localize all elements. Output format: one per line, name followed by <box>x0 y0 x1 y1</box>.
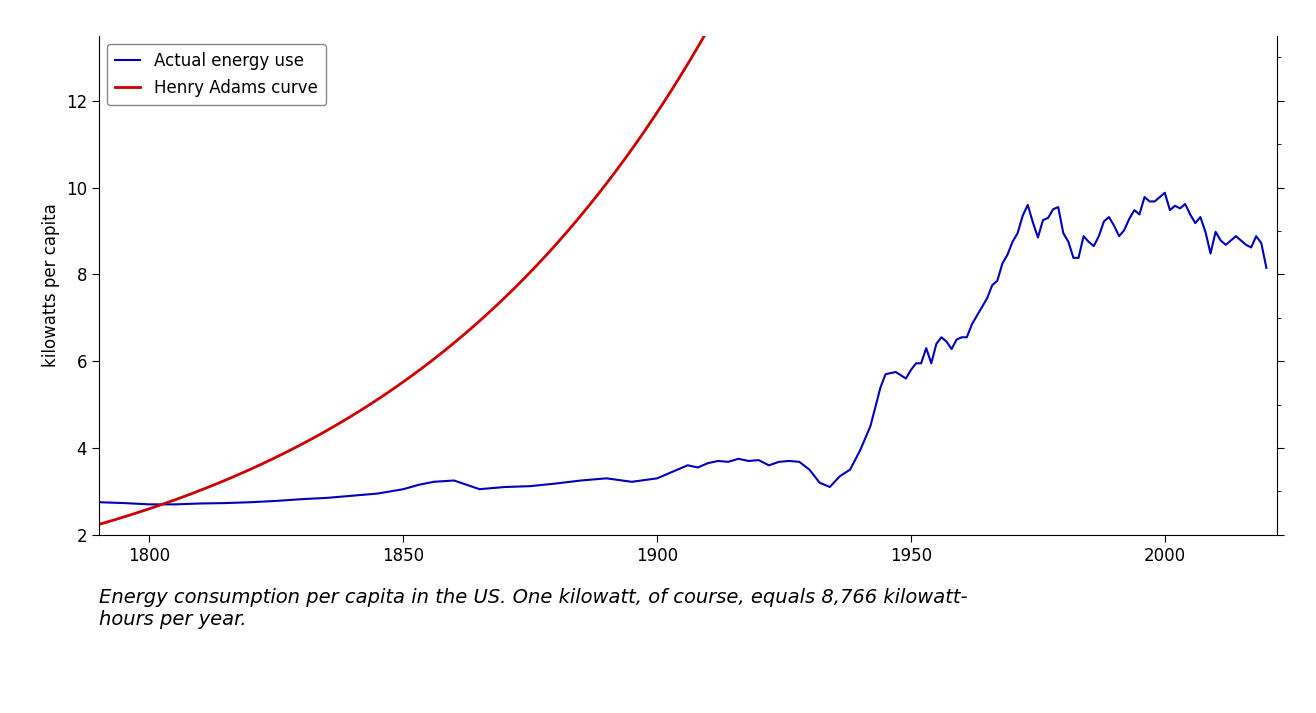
Henry Adams curve <box>594 185 609 194</box>
Actual energy use <box>1137 193 1153 201</box>
Henry Adams curve <box>91 520 107 529</box>
Actual energy use <box>1249 232 1265 240</box>
Legend: Actual energy use, Henry Adams curve: Actual energy use, Henry Adams curve <box>107 44 326 105</box>
Actual energy use <box>142 500 158 508</box>
Actual energy use <box>1157 188 1173 197</box>
Y-axis label: kilowatts per capita: kilowatts per capita <box>42 203 61 367</box>
Actual energy use <box>1258 264 1274 272</box>
Text: Energy consumption per capita in the US. One kilowatt, of course, equals 8,766 k: Energy consumption per capita in the US.… <box>99 588 967 630</box>
Line: Actual energy use: Actual energy use <box>99 193 1266 504</box>
Actual energy use <box>1075 232 1091 240</box>
Actual energy use <box>91 498 107 506</box>
Actual energy use <box>680 461 696 470</box>
Henry Adams curve <box>553 235 569 243</box>
Actual energy use <box>751 456 767 464</box>
Henry Adams curve <box>208 480 224 488</box>
Actual energy use <box>995 260 1011 268</box>
Line: Henry Adams curve: Henry Adams curve <box>99 0 1241 525</box>
